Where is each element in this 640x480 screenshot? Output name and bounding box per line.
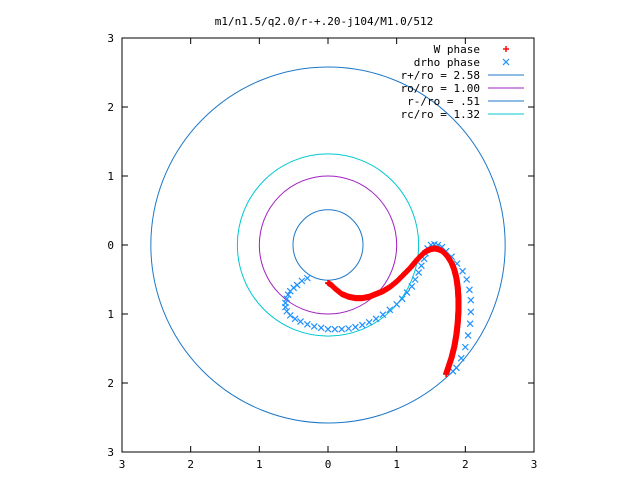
x-marker bbox=[303, 320, 311, 328]
x-marker bbox=[386, 306, 394, 314]
x-marker bbox=[403, 289, 411, 297]
x-marker bbox=[379, 311, 387, 319]
x-marker bbox=[464, 331, 472, 339]
y-tick-label: 1 bbox=[107, 308, 114, 321]
x-tick-label: 2 bbox=[187, 458, 194, 471]
x-marker bbox=[415, 269, 423, 277]
circle-curve bbox=[150, 66, 506, 424]
y-tick-label: 3 bbox=[107, 446, 114, 459]
y-tick-label: 0 bbox=[107, 239, 114, 252]
x-marker bbox=[365, 318, 373, 326]
x-marker bbox=[466, 320, 474, 328]
x-marker bbox=[331, 325, 339, 333]
legend-label: rc/ro = 1.32 bbox=[401, 108, 480, 121]
legend-label: r+/ro = 2.58 bbox=[401, 69, 480, 82]
x-tick-label: 1 bbox=[256, 458, 263, 471]
y-tick-label: 2 bbox=[107, 101, 114, 114]
circle-curve bbox=[258, 175, 398, 315]
y-tick-label: 1 bbox=[107, 170, 114, 183]
x-marker bbox=[286, 311, 294, 319]
x-marker bbox=[459, 267, 467, 275]
legend-label: r-/ro = .51 bbox=[407, 95, 480, 108]
x-marker bbox=[358, 321, 366, 329]
chart-title: m1/n1.5/q2.0/r-+.20-j104/M1.0/512 bbox=[215, 15, 434, 28]
x-tick-label: 1 bbox=[393, 458, 400, 471]
circle-curve bbox=[292, 209, 364, 281]
x-marker bbox=[352, 323, 359, 331]
x-marker bbox=[297, 318, 304, 326]
x-marker bbox=[324, 325, 332, 333]
legend-label: ro/ro = 1.00 bbox=[401, 82, 480, 95]
x-marker bbox=[317, 324, 325, 332]
x-marker bbox=[408, 282, 416, 290]
legend-label: drho phase bbox=[414, 56, 480, 69]
legend-plus-marker bbox=[503, 46, 509, 52]
x-marker bbox=[310, 322, 318, 330]
x-marker bbox=[467, 308, 475, 316]
x-marker bbox=[398, 295, 406, 303]
x-marker bbox=[393, 300, 401, 308]
x-marker bbox=[466, 286, 473, 294]
x-marker bbox=[372, 315, 380, 323]
x-marker bbox=[449, 367, 457, 375]
x-marker bbox=[345, 325, 353, 332]
x-tick-label: 3 bbox=[531, 458, 538, 471]
data-points bbox=[282, 240, 475, 378]
x-marker bbox=[303, 274, 311, 282]
legend-label: W phase bbox=[434, 43, 480, 56]
plus-marker bbox=[443, 371, 450, 378]
x-marker bbox=[467, 296, 475, 304]
legend-x-marker bbox=[502, 58, 510, 66]
x-marker bbox=[411, 276, 419, 283]
x-tick-label: 2 bbox=[462, 458, 469, 471]
x-marker bbox=[284, 291, 292, 299]
x-marker bbox=[283, 295, 291, 303]
x-marker bbox=[457, 354, 465, 362]
x-marker bbox=[282, 303, 289, 311]
x-marker bbox=[417, 262, 425, 270]
x-marker bbox=[291, 315, 299, 323]
x-marker bbox=[286, 287, 294, 295]
x-marker bbox=[338, 325, 346, 333]
x-marker bbox=[461, 343, 469, 351]
y-tick-label: 3 bbox=[107, 32, 114, 45]
y-tick-label: 2 bbox=[107, 377, 114, 390]
x-marker bbox=[463, 276, 471, 283]
x-tick-label: 0 bbox=[325, 458, 332, 471]
x-tick-label: 3 bbox=[119, 458, 126, 471]
circle-curve bbox=[236, 153, 420, 337]
